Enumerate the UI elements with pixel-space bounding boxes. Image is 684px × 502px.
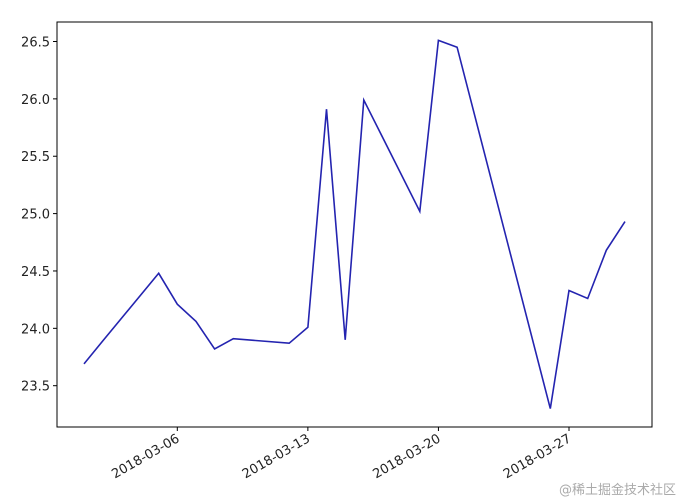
watermark: @稀土掘金技术社区: [559, 482, 676, 498]
y-tick-label: 25.0: [21, 208, 50, 223]
y-tick-label: 26.5: [21, 36, 50, 51]
y-tick-label: 25.5: [21, 150, 50, 165]
y-tick-label: 24.5: [21, 265, 50, 280]
y-tick-label: 26.0: [21, 93, 50, 108]
data-line: [83, 39, 626, 409]
plot-frame: [56, 21, 653, 428]
y-tick-label: 24.0: [21, 322, 50, 337]
y-tick-label: 23.5: [21, 380, 50, 395]
